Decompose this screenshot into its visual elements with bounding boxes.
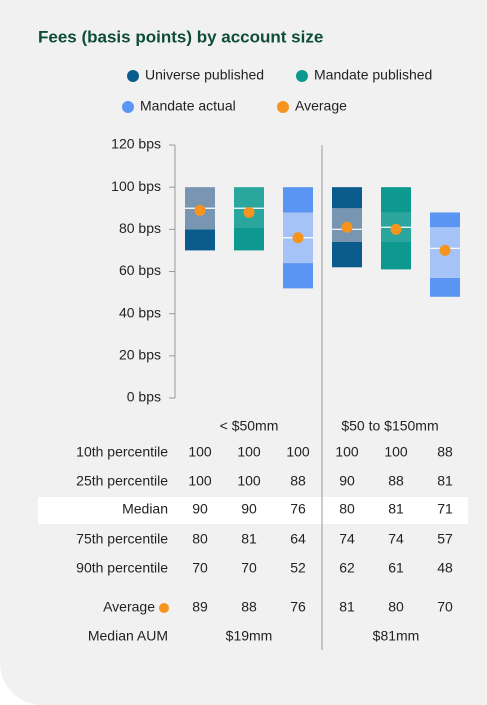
table-value: 81 — [437, 473, 453, 489]
average-dot — [439, 244, 451, 256]
y-tick-label: 0 bps — [127, 389, 161, 405]
average-dot — [341, 221, 353, 233]
average-marker — [159, 603, 169, 613]
table-value: 100 — [286, 444, 310, 460]
table-value: 76 — [290, 501, 306, 517]
table-value: 100 — [237, 444, 261, 460]
table-value: 70 — [241, 560, 257, 576]
y-tick-label: 40 bps — [119, 304, 161, 320]
table-value: 64 — [290, 531, 306, 547]
table-value: 70 — [192, 560, 208, 576]
table-value: 81 — [241, 531, 257, 547]
bar-segment — [234, 227, 264, 251]
table-value: 80 — [339, 501, 355, 517]
table-value: 100 — [384, 444, 408, 460]
table-value: 88 — [290, 473, 306, 489]
row-label: Median AUM — [88, 628, 168, 644]
y-tick-label: 120 bps — [111, 136, 161, 152]
table-value: 100 — [237, 473, 261, 489]
table-value: 80 — [192, 531, 208, 547]
bar-segment — [283, 263, 313, 289]
row-label: 25th percentile — [76, 473, 168, 489]
table-value: 90 — [241, 501, 257, 517]
bar-segment — [381, 241, 411, 270]
legend-label: Average — [295, 98, 347, 114]
table-value: 57 — [437, 531, 453, 547]
y-tick-label: 20 bps — [119, 347, 161, 363]
table-value: 100 — [188, 473, 212, 489]
average-dot — [243, 206, 255, 218]
table-value: 88 — [388, 473, 404, 489]
average-dot — [390, 223, 402, 235]
table-value: 74 — [339, 531, 355, 547]
legend-label: Mandate actual — [140, 98, 236, 114]
legend-marker — [277, 101, 289, 113]
table-value: 74 — [388, 531, 404, 547]
legend-marker — [127, 70, 139, 82]
bar-segment — [332, 187, 362, 209]
median-highlight — [38, 497, 468, 524]
y-tick-label: 100 bps — [111, 178, 161, 194]
table-value: 61 — [388, 560, 404, 576]
table-value: 70 — [437, 599, 453, 615]
legend-label: Mandate published — [314, 67, 432, 83]
aum-value: $19mm — [226, 628, 273, 644]
bar-segment — [430, 212, 460, 228]
aum-value: $81mm — [373, 628, 420, 644]
x-tick-label: < $50mm — [220, 418, 279, 434]
table-value: 90 — [339, 473, 355, 489]
table-value: 88 — [241, 599, 257, 615]
bar-segment — [185, 229, 215, 251]
legend-marker — [296, 70, 308, 82]
legend-marker — [122, 101, 134, 113]
table-value: 48 — [437, 560, 453, 576]
table-value: 62 — [339, 560, 355, 576]
average-dot — [194, 204, 206, 216]
table-value: 52 — [290, 560, 306, 576]
y-tick-label: 80 bps — [119, 220, 161, 236]
legend-label: Universe published — [145, 67, 264, 83]
average-dot — [292, 232, 304, 244]
table-value: 90 — [192, 501, 208, 517]
table-value: 89 — [192, 599, 208, 615]
bar-segment — [381, 187, 411, 213]
row-label: 75th percentile — [76, 531, 168, 547]
table-value: 88 — [437, 444, 453, 460]
table-value: 100 — [188, 444, 212, 460]
table-value: 81 — [388, 501, 404, 517]
bar-segment — [283, 187, 313, 213]
y-tick-label: 60 bps — [119, 262, 161, 278]
row-label: Median — [122, 501, 168, 517]
bar-segment — [430, 277, 460, 297]
table-value: 80 — [388, 599, 404, 615]
table-value: 81 — [339, 599, 355, 615]
table-value: 100 — [335, 444, 359, 460]
table-value: 76 — [290, 599, 306, 615]
bar-segment — [332, 241, 362, 268]
chart-title: Fees (basis points) by account size — [38, 27, 323, 46]
table-value: 71 — [437, 501, 453, 517]
row-label: 10th percentile — [76, 444, 168, 460]
row-label: 90th percentile — [76, 560, 168, 576]
x-tick-label: $50 to $150mm — [341, 418, 438, 434]
row-label: Average — [103, 599, 155, 615]
